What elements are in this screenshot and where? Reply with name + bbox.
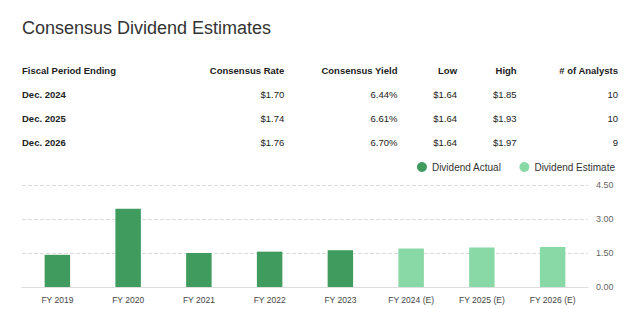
html-text:Fiscal Period Ending: Fiscal Period Ending xyxy=(22,64,116,76)
html-text:10: 10 xyxy=(607,88,618,100)
html-text:$1.97: $1.97 xyxy=(492,136,517,148)
html-text:$1.74: $1.74 xyxy=(260,112,285,124)
html-text:10: 10 xyxy=(607,112,618,124)
html-text:Consensus Rate: Consensus Rate xyxy=(209,64,285,76)
svg-text:FY 2026 (E): FY 2026 (E) xyxy=(530,295,576,305)
html-text:6.44%: 6.44% xyxy=(370,88,398,100)
html-text:Dec. 2025: Dec. 2025 xyxy=(22,112,66,124)
svg-text:Dividend Actual: Dividend Actual xyxy=(432,162,501,173)
html-text:# of Analysts: # of Analysts xyxy=(559,64,618,76)
html-text:$1.85: $1.85 xyxy=(492,88,517,100)
html-text:9: 9 xyxy=(612,136,618,148)
svg-text:1.50: 1.50 xyxy=(596,248,614,258)
html-text:$1.76: $1.76 xyxy=(260,136,285,148)
html-text:Dec. 2026: Dec. 2026 xyxy=(22,136,66,148)
html-text:$1.93: $1.93 xyxy=(492,112,517,124)
html-text:6.70%: 6.70% xyxy=(370,136,398,148)
svg-text:FY 2019: FY 2019 xyxy=(41,295,73,305)
html-text:Consensus Yield: Consensus Yield xyxy=(321,64,398,76)
html-text:$1.64: $1.64 xyxy=(433,88,458,100)
svg-text:FY 2023: FY 2023 xyxy=(324,295,356,305)
html-text:Low: Low xyxy=(438,64,458,76)
svg-text:FY 2021: FY 2021 xyxy=(183,295,215,305)
html-text:6.61%: 6.61% xyxy=(370,112,398,124)
svg-text:FY 2020: FY 2020 xyxy=(112,295,144,305)
html-text:Consensus Dividend Estimates: Consensus Dividend Estimates xyxy=(22,18,272,38)
html-text:$1.70: $1.70 xyxy=(260,88,285,100)
svg-text:4.50: 4.50 xyxy=(596,180,614,190)
html-text:Dec. 2024: Dec. 2024 xyxy=(22,88,66,100)
svg-text:FY 2025 (E): FY 2025 (E) xyxy=(459,295,505,305)
svg-text:Dividend Estimate: Dividend Estimate xyxy=(534,162,615,173)
html-text:$1.64: $1.64 xyxy=(433,136,458,148)
html-text:High: High xyxy=(495,64,517,76)
svg-text:0.00: 0.00 xyxy=(596,282,614,292)
html-text:$1.64: $1.64 xyxy=(433,112,458,124)
svg-text:FY 2024 (E): FY 2024 (E) xyxy=(388,295,434,305)
svg-text:3.00: 3.00 xyxy=(596,214,614,224)
svg-text:FY 2022: FY 2022 xyxy=(254,295,286,305)
